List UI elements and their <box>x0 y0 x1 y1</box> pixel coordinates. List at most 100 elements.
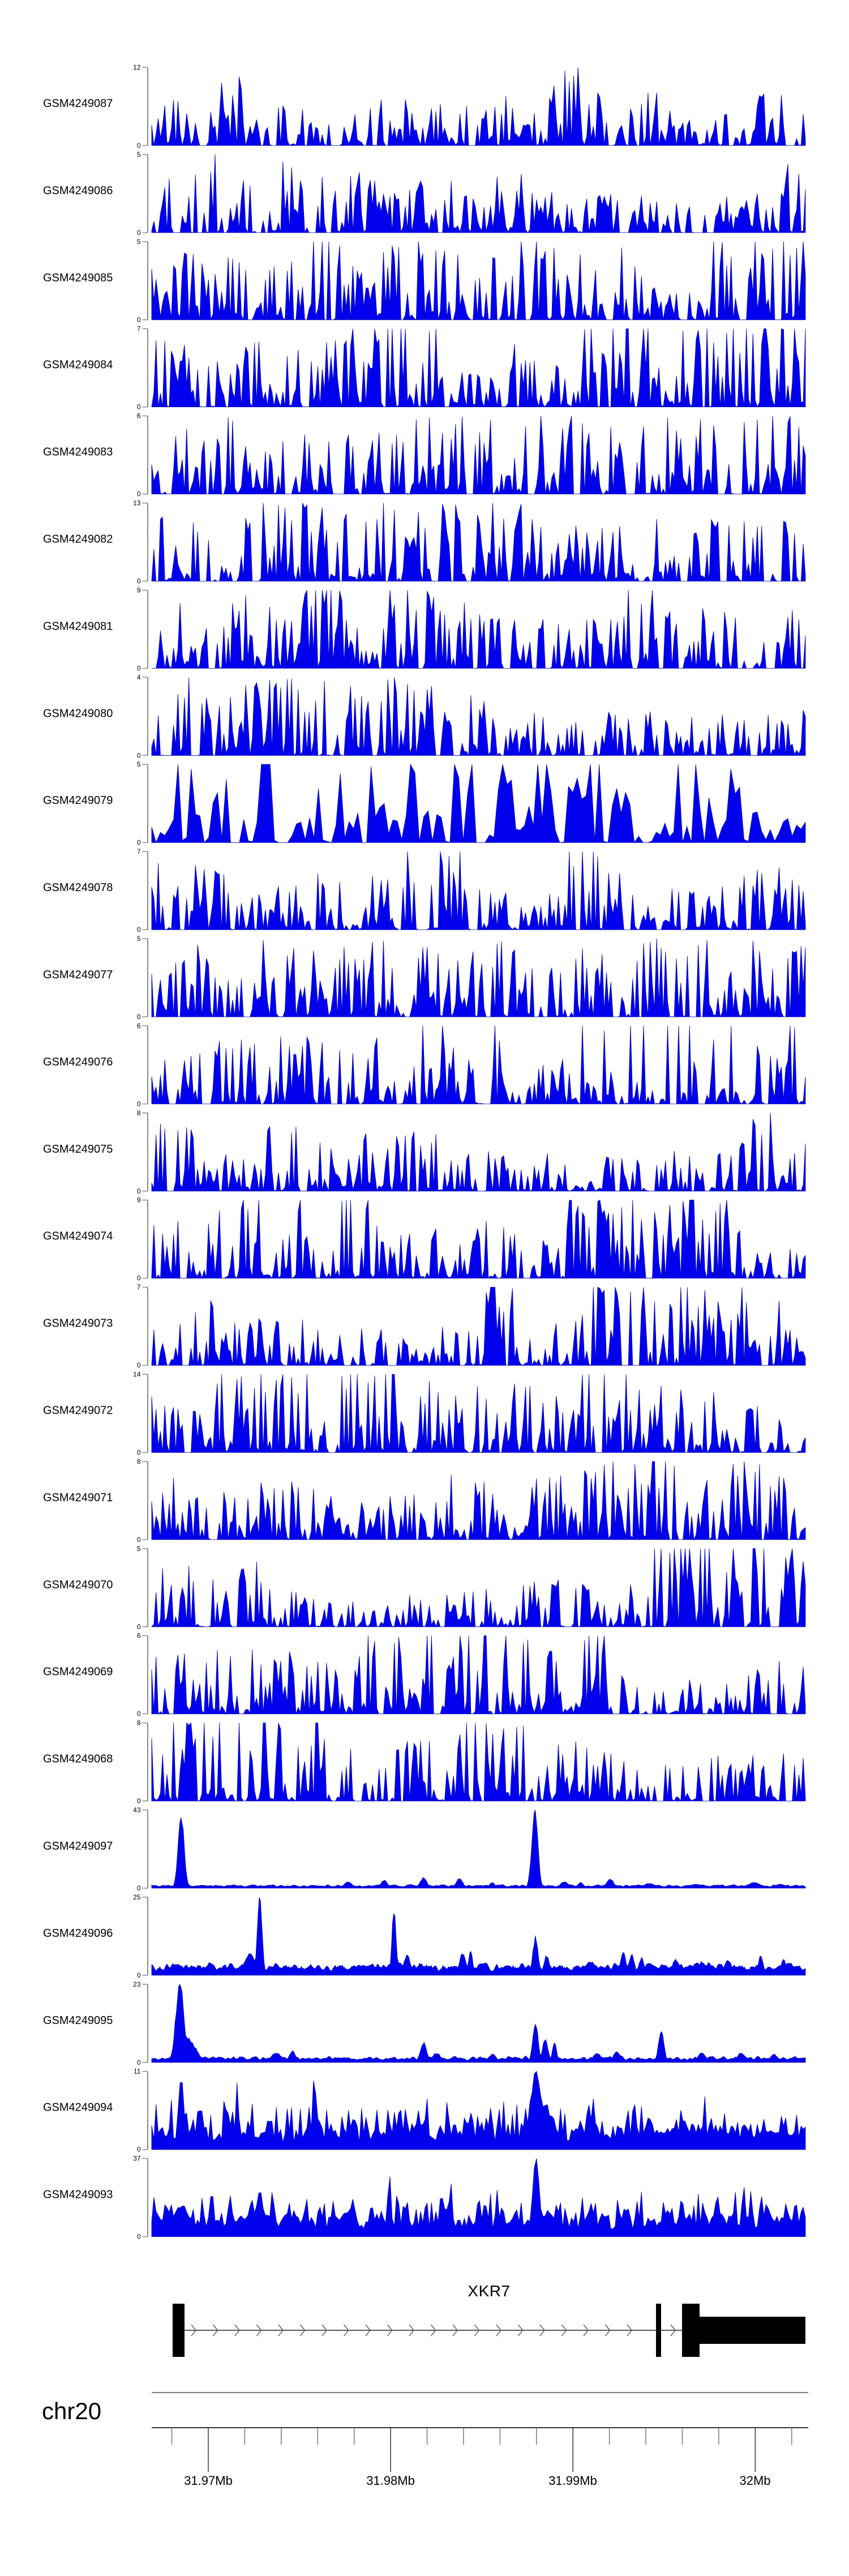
track-row: GSM4249082 13 0 <box>43 499 806 585</box>
strand-arrow-icon <box>409 2324 414 2337</box>
strand-arrow-icon <box>496 2324 501 2337</box>
coverage-area <box>151 1897 806 1976</box>
track-ymax-label: 6 <box>137 1022 141 1030</box>
axis-tick-label: 31.97Mb <box>184 2474 233 2488</box>
coverage-area <box>151 154 806 233</box>
strand-arrow-icon <box>212 2324 218 2337</box>
strand-arrow-icon <box>365 2324 371 2337</box>
axis-tick-label: 32Mb <box>739 2474 770 2488</box>
track-zero-label: 0 <box>137 1535 141 1543</box>
track-zero-label: 0 <box>137 1971 141 1979</box>
strand-arrow-icon <box>539 2324 545 2337</box>
track-zero-label: 0 <box>137 577 141 585</box>
strand-arrow-icon <box>387 2324 393 2337</box>
track-ymax-label: 5 <box>137 1544 141 1552</box>
strand-arrow-icon <box>430 2324 436 2337</box>
track-zero-label: 0 <box>137 1449 141 1457</box>
track-row: GSM4249080 4 0 <box>43 673 806 759</box>
gene-track <box>173 2304 805 2357</box>
track-ymax-label: 23 <box>133 1980 141 1988</box>
coverage-tracks-layer: GSM4249087120GSM424908650GSM424908550GSM… <box>43 63 806 2241</box>
strand-arrow-icon <box>517 2324 524 2337</box>
gene-exon <box>656 2304 661 2357</box>
track-row: GSM4249074 9 0 <box>43 1196 806 1282</box>
track-zero-label: 0 <box>137 1362 141 1370</box>
track-ymax-label: 6 <box>137 1632 141 1640</box>
strand-arrow-icon <box>191 2324 196 2337</box>
track-row: GSM4249068 8 0 <box>43 1719 806 1805</box>
track-row: GSM4249096 25 0 <box>43 1893 806 1979</box>
track-zero-label: 0 <box>137 2059 141 2066</box>
track-ymax-label: 8 <box>137 1109 141 1117</box>
sample-label: GSM4249085 <box>43 272 113 284</box>
track-ymax-label: 25 <box>133 1893 141 1901</box>
track-row: GSM4249093 37 0 <box>43 2155 806 2241</box>
track-ymax-label: 8 <box>137 1719 141 1727</box>
track-row: GSM4249073 7 0 <box>43 1283 806 1370</box>
coverage-area <box>151 1635 806 1715</box>
gene-utr <box>700 2317 805 2344</box>
strand-arrow-icon <box>299 2324 306 2337</box>
coverage-area <box>151 1200 806 1280</box>
track-ymax-label: 9 <box>137 1196 141 1204</box>
strand-arrow-icon <box>343 2324 349 2337</box>
coverage-area <box>151 67 806 146</box>
track-zero-label: 0 <box>137 229 141 237</box>
axis-tick-label: 31.98Mb <box>366 2474 415 2488</box>
track-zero-label: 0 <box>137 838 141 846</box>
track-zero-label: 0 <box>137 1710 141 1718</box>
track-row: GSM4249075 8 0 <box>43 1109 806 1195</box>
track-row: GSM4249070 5 0 <box>43 1544 806 1631</box>
coverage-area <box>151 1286 806 1367</box>
track-zero-label: 0 <box>137 1013 141 1021</box>
track-row: GSM4249083 6 0 <box>43 412 806 498</box>
chromosome-label: chr20 <box>42 2398 101 2424</box>
sample-label: GSM4249070 <box>43 1578 113 1591</box>
sample-label: GSM4249096 <box>43 1927 113 1940</box>
sample-label: GSM4249069 <box>43 1666 113 1678</box>
track-row: GSM4249069 6 0 <box>43 1632 806 1718</box>
track-row: GSM4249085 5 0 <box>43 238 806 324</box>
track-ymax-label: 14 <box>133 1371 141 1379</box>
sample-label: GSM4249086 <box>43 185 113 197</box>
coverage-area <box>151 503 806 582</box>
coverage-area <box>151 938 806 1018</box>
sample-label: GSM4249093 <box>43 2189 113 2201</box>
sample-label: GSM4249097 <box>43 1840 113 1852</box>
coverage-area <box>151 1025 806 1105</box>
track-row: GSM4249077 5 0 <box>43 935 806 1021</box>
coverage-area <box>151 1809 806 1889</box>
strand-arrow-icon <box>670 2324 676 2337</box>
track-ymax-label: 5 <box>137 151 141 159</box>
track-ymax-label: 4 <box>137 673 141 681</box>
strand-arrow-icon <box>561 2324 567 2337</box>
track-zero-label: 0 <box>137 1100 141 1108</box>
track-zero-label: 0 <box>137 403 141 411</box>
coverage-area <box>151 1112 806 1192</box>
track-zero-label: 0 <box>137 316 141 324</box>
coverage-area <box>151 2070 806 2150</box>
axis-tick-label: 31.99Mb <box>548 2474 597 2488</box>
track-ymax-label: 37 <box>133 2155 141 2163</box>
gene-exon <box>682 2304 700 2357</box>
strand-arrow-icon <box>604 2324 611 2337</box>
coverage-area <box>151 1548 806 1628</box>
gene-exon <box>173 2304 185 2357</box>
track-zero-label: 0 <box>137 1274 141 1282</box>
track-row: GSM4249087 12 0 <box>43 63 806 149</box>
sample-label: GSM4249080 <box>43 707 113 720</box>
track-ymax-label: 11 <box>134 2068 141 2076</box>
track-zero-label: 0 <box>137 2146 141 2154</box>
coverage-area <box>151 328 806 408</box>
sample-label: GSM4249078 <box>43 882 113 894</box>
sample-label: GSM4249095 <box>43 2014 113 2027</box>
sample-label: GSM4249084 <box>43 359 113 371</box>
track-zero-label: 0 <box>137 751 141 759</box>
coverage-area <box>152 590 806 669</box>
coverage-area <box>151 851 806 931</box>
track-row: GSM4249081 9 0 <box>43 586 806 672</box>
track-zero-label: 0 <box>137 490 141 498</box>
sample-label: GSM4249072 <box>43 1405 113 1417</box>
track-ymax-label: 5 <box>137 238 141 246</box>
gene-name-label: XKR7 <box>468 2282 510 2300</box>
